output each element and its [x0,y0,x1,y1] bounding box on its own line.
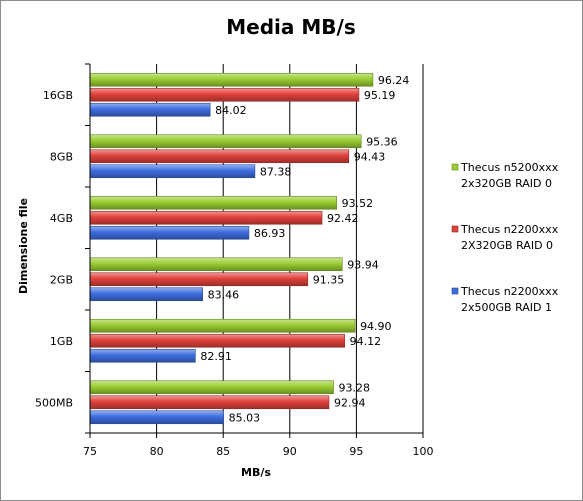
legend-swatch [451,225,459,233]
legend-label: Thecus n5200xxx [460,161,559,174]
y-tick-label: 4GB [50,212,73,225]
bar-16GB-series-0 [89,72,374,87]
data-label: 92.42 [327,212,359,225]
data-label: 93.28 [338,381,370,394]
legend-label: 2X320GB RAID 0 [461,239,553,252]
data-label: 83.46 [208,288,240,301]
legend-label: Thecus n2200xxx [460,285,559,298]
bar-2GB-series-2 [89,287,203,302]
data-label: 85.03 [229,411,261,424]
y-tick-label: 16GB [43,89,73,102]
y-axis-title: Dimensione file [17,198,30,294]
data-label: 84.02 [215,104,247,117]
data-label: 95.36 [366,135,398,148]
bar-500MB-series-0 [89,380,334,395]
data-label: 93.94 [347,258,379,271]
x-tick-label: 85 [216,445,230,458]
legend-label: 2x320GB RAID 0 [461,177,552,190]
data-label: 96.24 [378,74,410,87]
x-tick-label: 80 [150,445,164,458]
data-label: 94.90 [360,320,392,333]
legend-label: Thecus n2200xxx [460,223,559,236]
bar-8GB-series-2 [89,164,256,179]
data-label: 92.94 [334,396,366,409]
legend: Thecus n5200xxx 2x320GB RAID 0 Thecus n220… [451,161,559,314]
data-label: 82.91 [200,350,232,363]
bar-4GB-series-2 [89,225,250,240]
y-tick-label: 8GB [50,150,73,163]
axes: 16GB 8GB 4GB 2GB 1GB 500MB 75 80 85 90 95 100 [35,63,434,458]
chart-title: Media MB/s [226,15,355,39]
legend-swatch [451,287,459,295]
data-label: 91.35 [313,273,345,286]
data-label: 94.12 [350,335,382,348]
x-tick-label: 75 [83,445,97,458]
gridlines [89,64,424,433]
bar-4GB-series-0 [89,195,337,210]
bar-500MB-series-1 [89,395,330,410]
legend-label: 2x500GB RAID 1 [461,301,552,314]
x-tick-label: 100 [413,445,434,458]
x-tick-label: 95 [349,445,363,458]
x-axis-title: MB/s [241,466,271,479]
data-label: 95.19 [364,89,396,102]
bar-16GB-series-1 [89,87,360,102]
bar-1GB-series-0 [89,318,356,333]
legend-swatch [451,163,459,171]
bar-1GB-series-2 [89,348,196,363]
bar-8GB-series-1 [89,149,350,164]
bar-1GB-series-1 [89,333,345,348]
y-tick-label: 1GB [50,335,73,348]
data-label: 87.38 [260,165,292,178]
bar-8GB-series-0 [89,134,362,149]
data-label: 93.52 [342,197,374,210]
x-tick-label: 90 [283,445,297,458]
bar-500MB-series-2 [89,410,224,425]
bars [89,72,374,425]
data-label: 94.43 [354,150,386,163]
y-tick-label: 2GB [50,273,73,286]
bar-16GB-series-2 [89,102,211,117]
bar-4GB-series-1 [89,210,323,225]
data-label: 86.93 [254,227,286,240]
y-tick-label: 500MB [35,396,73,409]
bar-2GB-series-0 [89,257,343,272]
data-labels: 96.24 95.19 84.02 95.36 94.43 87.38 93.52 92.42… [200,74,409,425]
bar-2GB-series-1 [89,272,309,287]
